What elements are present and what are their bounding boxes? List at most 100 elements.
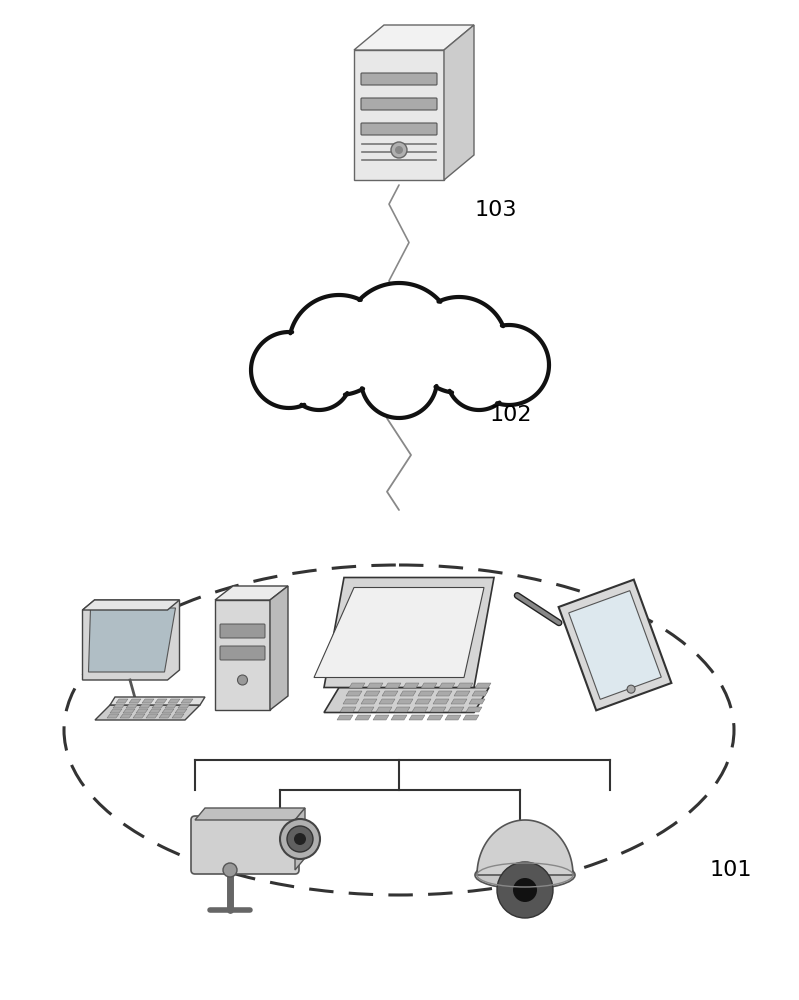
Polygon shape: [358, 707, 374, 712]
Polygon shape: [454, 691, 470, 696]
Circle shape: [287, 826, 313, 852]
Circle shape: [289, 295, 389, 395]
Circle shape: [287, 346, 351, 410]
Circle shape: [344, 283, 454, 393]
Polygon shape: [152, 704, 164, 708]
Polygon shape: [142, 699, 154, 703]
Polygon shape: [354, 50, 444, 180]
Polygon shape: [412, 707, 428, 712]
Polygon shape: [379, 699, 395, 704]
Polygon shape: [136, 709, 148, 713]
Polygon shape: [477, 820, 573, 875]
Circle shape: [513, 878, 537, 902]
Polygon shape: [270, 586, 288, 710]
Polygon shape: [110, 697, 205, 705]
Polygon shape: [433, 699, 449, 704]
Circle shape: [294, 833, 306, 845]
Polygon shape: [129, 699, 141, 703]
Polygon shape: [463, 715, 479, 720]
Polygon shape: [165, 704, 177, 708]
Polygon shape: [82, 600, 180, 610]
Polygon shape: [472, 691, 488, 696]
Polygon shape: [559, 580, 671, 710]
Polygon shape: [195, 808, 305, 820]
Circle shape: [391, 142, 407, 158]
FancyBboxPatch shape: [361, 98, 437, 110]
Polygon shape: [89, 608, 176, 672]
Text: 101: 101: [710, 860, 753, 880]
Polygon shape: [373, 715, 389, 720]
Polygon shape: [324, 688, 489, 712]
Circle shape: [361, 342, 437, 418]
FancyBboxPatch shape: [220, 624, 265, 638]
Polygon shape: [181, 699, 193, 703]
Circle shape: [411, 297, 507, 393]
Polygon shape: [439, 683, 455, 688]
Polygon shape: [466, 707, 482, 712]
Polygon shape: [324, 578, 494, 688]
Polygon shape: [403, 683, 419, 688]
FancyBboxPatch shape: [361, 123, 437, 135]
Polygon shape: [376, 707, 392, 712]
Polygon shape: [123, 709, 135, 713]
Polygon shape: [168, 699, 180, 703]
Polygon shape: [444, 25, 474, 180]
Polygon shape: [175, 709, 187, 713]
Polygon shape: [178, 704, 190, 708]
Polygon shape: [215, 586, 288, 600]
Polygon shape: [469, 699, 485, 704]
Polygon shape: [95, 705, 200, 720]
Polygon shape: [82, 600, 180, 680]
Text: 102: 102: [490, 405, 532, 425]
Polygon shape: [430, 707, 446, 712]
Polygon shape: [107, 714, 119, 718]
Polygon shape: [400, 691, 416, 696]
Polygon shape: [295, 808, 305, 870]
Polygon shape: [436, 691, 452, 696]
Polygon shape: [448, 707, 464, 712]
Text: 103: 103: [475, 200, 518, 220]
Polygon shape: [346, 691, 362, 696]
Polygon shape: [354, 25, 474, 50]
Polygon shape: [126, 704, 138, 708]
FancyBboxPatch shape: [191, 816, 299, 874]
Polygon shape: [116, 699, 128, 703]
Polygon shape: [385, 683, 401, 688]
Polygon shape: [421, 683, 437, 688]
Circle shape: [497, 862, 553, 918]
Polygon shape: [475, 683, 491, 688]
Polygon shape: [215, 600, 270, 710]
Polygon shape: [569, 591, 662, 699]
Polygon shape: [445, 715, 461, 720]
Polygon shape: [382, 691, 398, 696]
Polygon shape: [159, 714, 171, 718]
Polygon shape: [451, 699, 467, 704]
Circle shape: [251, 332, 327, 408]
Polygon shape: [418, 691, 434, 696]
Polygon shape: [155, 699, 167, 703]
Polygon shape: [391, 715, 407, 720]
Polygon shape: [343, 699, 359, 704]
Polygon shape: [113, 704, 125, 708]
Polygon shape: [457, 683, 473, 688]
Polygon shape: [427, 715, 443, 720]
Circle shape: [447, 346, 511, 410]
Polygon shape: [409, 715, 425, 720]
Polygon shape: [361, 699, 377, 704]
Polygon shape: [139, 704, 151, 708]
Polygon shape: [146, 714, 158, 718]
Polygon shape: [397, 699, 413, 704]
Polygon shape: [149, 709, 161, 713]
Polygon shape: [172, 714, 184, 718]
Polygon shape: [340, 707, 356, 712]
Polygon shape: [314, 587, 484, 678]
Polygon shape: [349, 683, 365, 688]
FancyBboxPatch shape: [361, 73, 437, 85]
Circle shape: [395, 146, 403, 154]
Polygon shape: [120, 714, 132, 718]
FancyBboxPatch shape: [220, 646, 265, 660]
Circle shape: [237, 675, 248, 685]
Polygon shape: [355, 715, 371, 720]
Polygon shape: [367, 683, 383, 688]
Polygon shape: [110, 709, 122, 713]
